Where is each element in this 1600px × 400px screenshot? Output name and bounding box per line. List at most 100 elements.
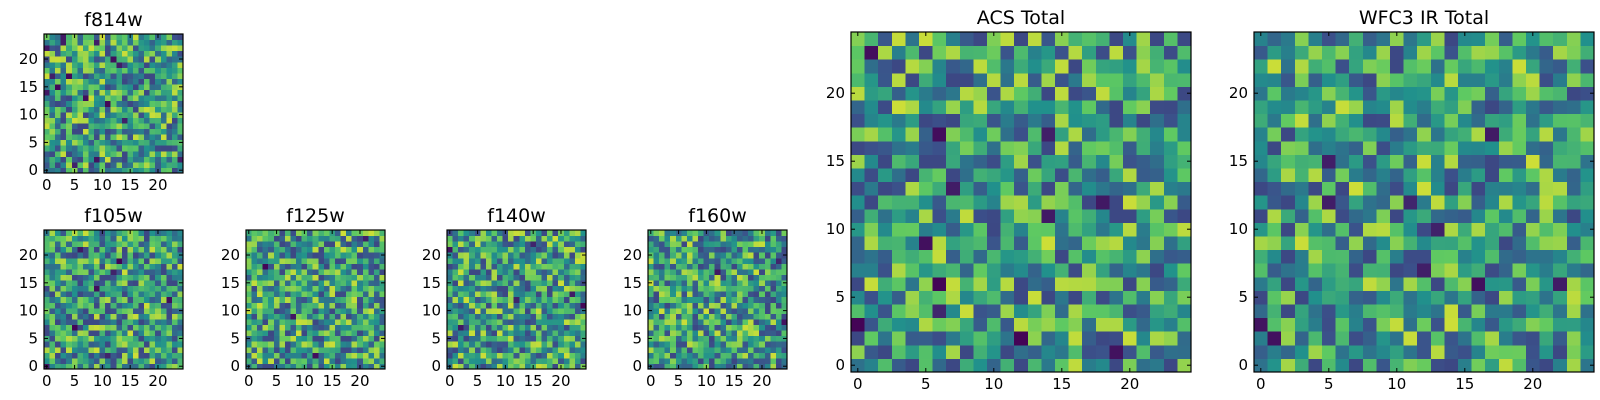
- heatmap-cell: [257, 268, 264, 275]
- heatmap-cell: [1055, 304, 1070, 319]
- heatmap-cell: [160, 161, 167, 168]
- heatmap-cell: [379, 285, 386, 292]
- heatmap-cell: [1095, 100, 1110, 115]
- heatmap-cell: [502, 324, 509, 331]
- heatmap-cell: [1430, 331, 1445, 346]
- heatmap-cell: [759, 346, 766, 353]
- heatmap-cell: [973, 208, 988, 223]
- heatmap-cell: [502, 335, 509, 342]
- heatmap-cell: [1109, 100, 1124, 115]
- heatmap-cell: [1163, 263, 1178, 278]
- heatmap-cell: [301, 330, 308, 337]
- heatmap-cell: [959, 113, 974, 128]
- heatmap-cell: [736, 363, 744, 370]
- heatmap-cell: [1580, 236, 1595, 251]
- heatmap-cell: [279, 302, 286, 309]
- heatmap-cell: [1095, 236, 1110, 251]
- heatmap-cell: [742, 246, 749, 253]
- heatmap-cell: [1041, 331, 1056, 346]
- plot-frame: [446, 229, 587, 370]
- heatmap-cell: [1430, 208, 1445, 223]
- heatmap-cell: [334, 330, 342, 337]
- heatmap-cell: [497, 241, 504, 248]
- heatmap-cell: [714, 246, 721, 253]
- heatmap-cell: [1000, 168, 1015, 183]
- heatmap-cell: [149, 161, 156, 168]
- heatmap-cell: [66, 156, 73, 163]
- heatmap-cell: [781, 263, 788, 270]
- heatmap-cell: [144, 241, 151, 248]
- heatmap-cell: [55, 263, 62, 270]
- heatmap-cell: [659, 268, 666, 275]
- heatmap-cell: [502, 352, 509, 359]
- heatmap-cell: [268, 230, 275, 237]
- heatmap-cell: [1041, 113, 1056, 128]
- heatmap-cell: [351, 346, 358, 353]
- heatmap-cell: [1068, 304, 1083, 319]
- heatmap-cell: [1566, 263, 1581, 278]
- heatmap-cell: [513, 246, 520, 253]
- heatmap-cell: [1267, 290, 1282, 305]
- heatmap-cell: [469, 230, 476, 237]
- heatmap-cell: [66, 84, 73, 91]
- heatmap-cell: [891, 331, 906, 346]
- heatmap-cell: [959, 208, 974, 223]
- heatmap-cell: [144, 50, 151, 57]
- heatmap-cell: [166, 39, 173, 46]
- heatmap-cell: [1376, 317, 1391, 332]
- heatmap-cell: [144, 307, 151, 314]
- heatmap-cell: [1308, 236, 1323, 251]
- heatmap-cell: [1444, 236, 1459, 251]
- heatmap-cell: [709, 352, 716, 359]
- heatmap-cell: [1417, 249, 1432, 264]
- heatmap-cell: [251, 313, 258, 320]
- heatmap-cell: [121, 335, 128, 342]
- heatmap-cell: [1444, 127, 1459, 142]
- heatmap-cell: [60, 89, 67, 96]
- heatmap-cell: [1390, 236, 1405, 251]
- heatmap-cell: [149, 230, 156, 237]
- heatmap-cell: [307, 324, 314, 331]
- heatmap-cell: [547, 302, 554, 309]
- heatmap-cell: [764, 307, 771, 314]
- heatmap-cell: [905, 168, 920, 183]
- heatmap-cell: [552, 318, 559, 326]
- heatmap-cell: [99, 106, 106, 113]
- heatmap-cell: [334, 252, 342, 259]
- heatmap-cell: [82, 241, 89, 248]
- heatmap-cell: [552, 352, 559, 359]
- heatmap-cell: [480, 285, 487, 292]
- heatmap-cell: [166, 285, 173, 292]
- heatmap-cell: [149, 84, 156, 91]
- heatmap-cell: [973, 154, 988, 169]
- heatmap-cell: [296, 252, 303, 259]
- heatmap-cell: [88, 167, 95, 174]
- heatmap-cell: [88, 268, 95, 275]
- heatmap-cell: [1376, 276, 1391, 291]
- heatmap-cell: [692, 296, 699, 303]
- heatmap-cell: [1068, 290, 1083, 305]
- heatmap-cell: [1444, 331, 1459, 346]
- heatmap-cell: [1390, 249, 1405, 264]
- heatmap-cell: [1041, 208, 1056, 223]
- heatmap-cell: [257, 257, 264, 264]
- heatmap-cell: [116, 56, 123, 63]
- heatmap-cell: [474, 313, 481, 320]
- heatmap-cell: [851, 208, 866, 223]
- heatmap-cell: [987, 290, 1002, 305]
- heatmap-cell: [138, 84, 145, 91]
- heatmap-cell: [66, 72, 73, 79]
- heatmap-cell: [753, 296, 760, 303]
- heatmap-cell: [66, 161, 73, 168]
- heatmap-cell: [664, 241, 671, 248]
- heatmap-cell: [1123, 276, 1138, 291]
- heatmap-cell: [262, 341, 269, 348]
- heatmap-cell: [1123, 263, 1138, 278]
- heatmap-cell: [105, 84, 112, 91]
- heatmap-cell: [686, 291, 693, 298]
- heatmap-cell: [1335, 195, 1350, 210]
- heatmap-cell: [463, 274, 470, 281]
- heatmap-cell: [166, 357, 173, 364]
- heatmap-cell: [132, 285, 140, 292]
